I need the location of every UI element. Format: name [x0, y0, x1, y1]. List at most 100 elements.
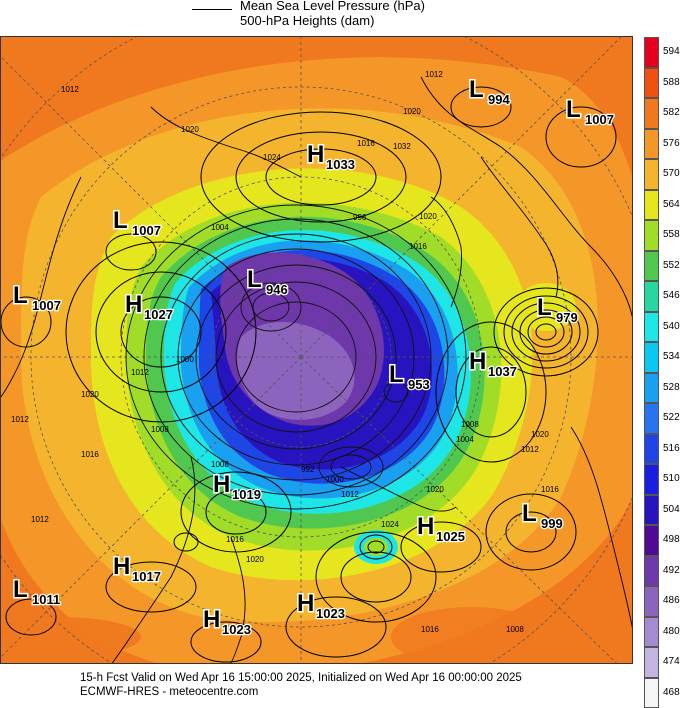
colorbar-swatch: [644, 37, 659, 68]
heights-legend-label: 500-hPa Heights (dam): [240, 13, 374, 28]
svg-text:H: H: [469, 348, 486, 375]
colorbar-swatch: [644, 464, 659, 495]
svg-text:L: L: [13, 282, 28, 309]
svg-text:953: 953: [408, 377, 430, 392]
isobar-label: 1004: [211, 223, 229, 232]
svg-text:L: L: [247, 266, 262, 293]
isobar-label: 1012: [425, 70, 443, 79]
isobar-label: 1016: [541, 485, 559, 494]
svg-text:1023: 1023: [222, 622, 251, 637]
isobar-label: 1016: [226, 535, 244, 544]
colorbar-label: 540: [663, 321, 680, 332]
colorbar-swatch: [644, 525, 659, 556]
svg-text:1019: 1019: [232, 487, 261, 502]
colorbar-label: 570: [663, 168, 680, 179]
mslp-legend-label: Mean Sea Level Pressure (hPa): [240, 0, 425, 13]
isobar-label: 1012: [11, 415, 29, 424]
svg-text:1011: 1011: [32, 592, 60, 607]
colorbar-swatch: [644, 678, 659, 708]
isobar-label: 1012: [61, 85, 79, 94]
svg-text:1025: 1025: [436, 529, 465, 544]
colorbar-swatch: [644, 556, 659, 587]
isobar-label: 1016: [409, 242, 427, 251]
colorbar-label: 546: [663, 290, 680, 301]
svg-text:L: L: [522, 500, 537, 527]
svg-text:H: H: [297, 590, 314, 617]
isobar-label: 1024: [263, 153, 281, 162]
svg-text:L: L: [13, 576, 28, 603]
colorbar-swatch: [644, 617, 659, 648]
weather-map[interactable]: 1012 1020 1024 1016 1012 1020 1032 1020 1016 1004…: [0, 36, 633, 664]
colorbar-swatch: [644, 129, 659, 160]
colorbar-label: 504: [663, 504, 680, 515]
colorbar-swatch: [644, 312, 659, 343]
svg-text:994: 994: [488, 92, 510, 107]
isobar-label: 996: [353, 213, 367, 222]
colorbar-label: 576: [663, 138, 680, 149]
isobar-label: 1012: [521, 445, 539, 454]
svg-text:999: 999: [541, 516, 563, 531]
colorbar-label: 534: [663, 351, 680, 362]
svg-text:H: H: [417, 513, 434, 540]
colorbar-label: 480: [663, 626, 680, 637]
colorbar-label: 594: [663, 46, 680, 57]
colorbar-swatch: [644, 251, 659, 282]
svg-text:L: L: [469, 76, 484, 103]
isobar-label: 1000: [326, 475, 344, 484]
isobar-label: 1008: [211, 460, 229, 469]
svg-text:1023: 1023: [316, 606, 345, 621]
colorbar-label: 492: [663, 565, 680, 576]
colorbar-swatch: [644, 98, 659, 129]
isobar-label: 1020: [419, 212, 437, 221]
colorbar-label: 528: [663, 382, 680, 393]
isobar-label: 1000: [176, 355, 194, 364]
isobar-label: 1020: [246, 555, 264, 564]
colorbar-label: 498: [663, 534, 680, 545]
svg-text:H: H: [213, 471, 230, 498]
isobar-label: 1020: [81, 390, 99, 399]
weather-map-canvas: 1012 1020 1024 1016 1012 1020 1032 1020 1016 1004…: [1, 37, 633, 664]
svg-text:1033: 1033: [326, 157, 355, 172]
isobar-label: 1012: [341, 490, 359, 499]
colorbar-label: 558: [663, 229, 680, 240]
svg-text:1007: 1007: [32, 298, 61, 313]
isobar-label: 1020: [426, 485, 444, 494]
isobar-label: 1032: [393, 142, 411, 151]
isobar-label: 1016: [357, 139, 375, 148]
colorbar-label: 516: [663, 443, 680, 454]
svg-text:H: H: [125, 291, 142, 318]
isobar-label: 1024: [381, 520, 399, 529]
model-credit: ECMWF-HRES - meteocentre.com: [80, 686, 258, 698]
isobar-label: 1016: [421, 625, 439, 634]
mslp-legend-line: [192, 9, 232, 10]
svg-text:946: 946: [266, 282, 288, 297]
isobar-label: 1008: [506, 625, 524, 634]
colorbar-swatch: [644, 403, 659, 434]
isobar-label: 1020: [181, 125, 199, 134]
isobar-label: 992: [301, 465, 315, 474]
colorbar-label: 510: [663, 473, 680, 484]
isobar-label: 1020: [403, 107, 421, 116]
isobar-label: 1012: [131, 368, 149, 377]
svg-text:1007: 1007: [132, 223, 161, 238]
colorbar-label: 474: [663, 656, 680, 667]
svg-text:H: H: [113, 553, 130, 580]
colorbar-label: 582: [663, 107, 680, 118]
svg-text:L: L: [537, 294, 552, 321]
colorbar-label: 468: [663, 687, 680, 698]
isobar-label: 1020: [531, 430, 549, 439]
map-legend: Mean Sea Level Pressure (hPa) 500-hPa He…: [0, 0, 681, 34]
colorbar-swatch: [644, 586, 659, 617]
svg-text:L: L: [113, 207, 128, 234]
svg-text:1037: 1037: [488, 364, 517, 379]
colorbar-swatch: [644, 434, 659, 465]
colorbar-label: 552: [663, 260, 680, 271]
colorbar-label: 522: [663, 412, 680, 423]
svg-text:L: L: [566, 96, 581, 123]
forecast-valid-time: 15-h Fcst Valid on Wed Apr 16 15:00:00 2…: [80, 672, 522, 684]
isobar-label: 1012: [31, 515, 49, 524]
colorbar-swatch: [644, 373, 659, 404]
colorbar-swatch: [644, 647, 659, 678]
isobar-label: 1008: [151, 425, 169, 434]
